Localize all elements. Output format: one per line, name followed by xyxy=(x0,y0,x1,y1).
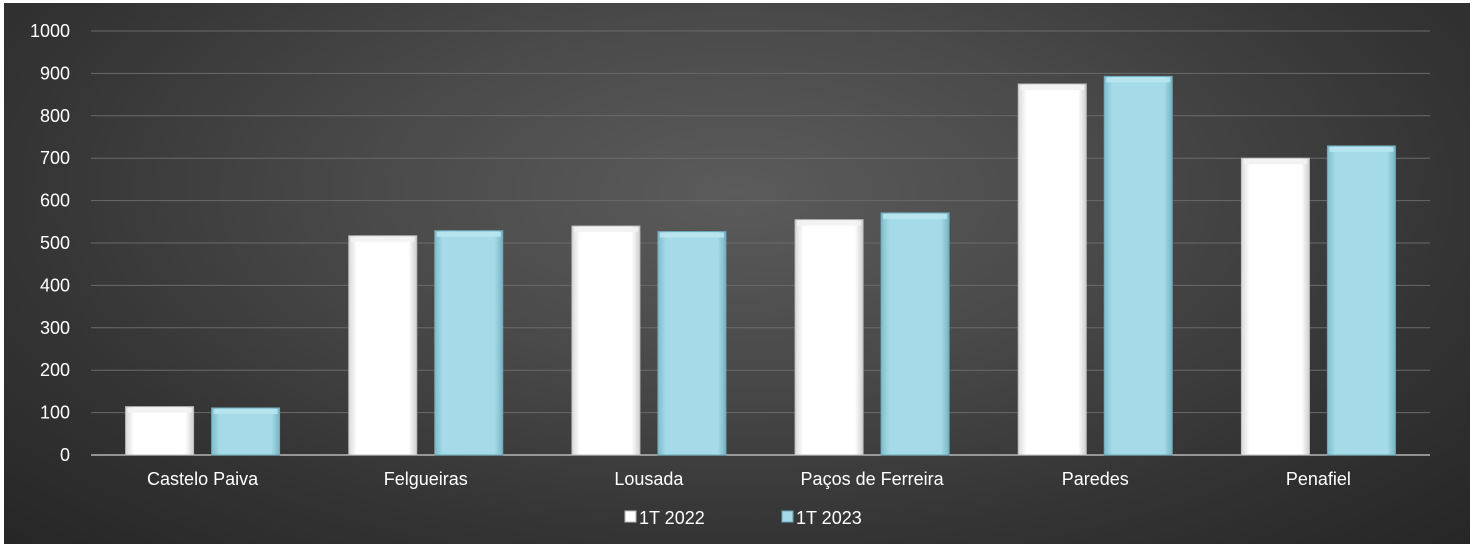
bar-1t-2022-felgueiras xyxy=(348,235,418,456)
bar-top-bevel xyxy=(1106,77,1171,83)
bar-chart: 0 100 200 300 400 500 600 700 800 900 1000 Castelo… xyxy=(30,21,1430,528)
bar-top-bevel xyxy=(1020,85,1085,90)
bar-1t-2023-paredes xyxy=(1103,75,1173,456)
legend-swatch-1t-2023 xyxy=(781,510,794,523)
bar-1t-2022-pacos-de-ferreira xyxy=(794,219,864,456)
bar-top-bevel xyxy=(573,227,638,233)
bar-1t-2022-paredes xyxy=(1017,83,1087,456)
chart-area: 0 100 200 300 400 500 600 700 800 900 1000 Castelo… xyxy=(4,3,1470,544)
bar-top-bevel xyxy=(1329,146,1394,152)
x-tick-label: Lousada xyxy=(614,469,684,489)
bar-top-bevel xyxy=(436,231,501,237)
bar-top-bevel xyxy=(213,408,278,414)
x-tick-label: Castelo Paiva xyxy=(147,469,259,489)
x-tick-label: Paredes xyxy=(1062,469,1129,489)
bar-1t-2022-lousada xyxy=(571,225,641,456)
bar-1t-2023-pacos-de-ferreira xyxy=(880,212,950,456)
bar-1t-2022-castelo-paiva xyxy=(125,406,195,456)
bar-1t-2023-castelo-paiva xyxy=(211,407,281,456)
bar-top-bevel xyxy=(883,213,948,219)
bar-1t-2023-lousada xyxy=(657,231,727,456)
bar-top-bevel xyxy=(1243,159,1308,165)
y-tick-label: 300 xyxy=(40,318,70,338)
bar-top-bevel xyxy=(797,220,862,226)
bars xyxy=(125,75,1396,456)
y-tick-label: 100 xyxy=(40,403,70,423)
y-tick-label: 0 xyxy=(60,445,70,465)
bar-top-bevel xyxy=(659,232,724,238)
x-tick-label: Felgueiras xyxy=(384,469,468,489)
bar-top-bevel xyxy=(350,236,415,242)
y-tick-label: 600 xyxy=(40,191,70,211)
y-tick-label: 1000 xyxy=(30,21,70,41)
y-axis: 0 100 200 300 400 500 600 700 800 900 1000 xyxy=(30,21,70,465)
y-tick-label: 500 xyxy=(40,233,70,253)
y-tick-label: 800 xyxy=(40,106,70,126)
y-tick-label: 700 xyxy=(40,148,70,168)
bar-1t-2023-penafiel xyxy=(1326,145,1396,456)
gridlines xyxy=(91,30,1430,456)
legend: 1T 2022 1T 2023 xyxy=(624,508,862,528)
y-tick-label: 900 xyxy=(40,63,70,83)
legend-label-1t-2023: 1T 2023 xyxy=(796,508,862,528)
bar-1t-2023-felgueiras xyxy=(434,230,504,456)
x-tick-label: Paços de Ferreira xyxy=(801,469,945,489)
legend-label-1t-2022: 1T 2022 xyxy=(639,508,705,528)
x-tick-label: Penafiel xyxy=(1286,469,1351,489)
y-tick-label: 400 xyxy=(40,275,70,295)
y-tick-label: 200 xyxy=(40,360,70,380)
legend-swatch-1t-2022 xyxy=(624,510,637,523)
x-axis: Castelo Paiva Felgueiras Lousada Paços de F… xyxy=(147,469,1351,489)
bar-1t-2022-penafiel xyxy=(1240,157,1310,456)
bar-top-bevel xyxy=(127,407,192,413)
